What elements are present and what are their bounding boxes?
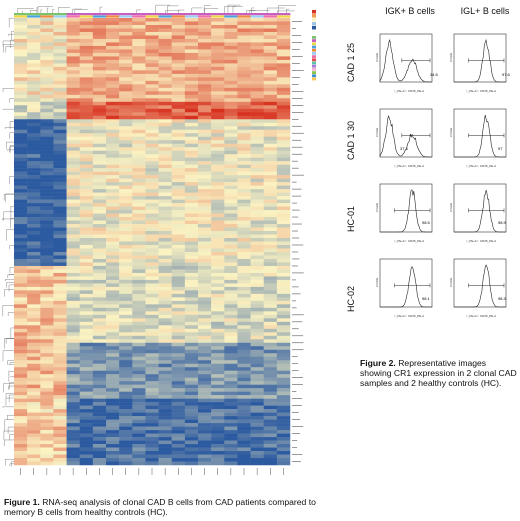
gate-value-4-2: 98.3	[498, 296, 507, 301]
y-axis-label-4-2: # Cells	[449, 277, 453, 287]
x-axis-label-1-2: <_PE-A>: CD35_PE-A	[466, 89, 496, 93]
x-axis-label-4-1: <_PE-A>: CD35_PE-A	[394, 314, 424, 318]
gate-value-2-1: 37.4	[400, 146, 409, 151]
histogram-panel-2-2	[453, 108, 507, 158]
figure-2-label: Figure 2.	[360, 358, 396, 368]
histogram-panel-2-1	[379, 108, 433, 158]
row-header-cad125: CAD 1 25	[346, 42, 356, 82]
rna-seq-heatmap	[1, 4, 316, 475]
x-axis-label-3-1: <_PE-A>: CD35_PE-A	[394, 239, 424, 243]
x-axis-label-2-2: <_PE-A>: CD35_PE-A	[466, 164, 496, 168]
y-axis-label-2-1: # Cells	[375, 127, 379, 137]
y-axis-label-2-2: # Cells	[449, 127, 453, 137]
y-axis-label-1-2: # Cells	[449, 52, 453, 62]
sample-annotation-bar	[14, 13, 291, 18]
y-axis-label-1-1: # Cells	[375, 52, 379, 62]
dendrogram-lines	[1, 4, 296, 467]
y-axis-label-4-1: # Cells	[375, 277, 379, 287]
histogram-panel-1-1	[379, 33, 433, 83]
histogram-panel-4-2	[453, 258, 507, 308]
gate-value-3-2: 98.9	[498, 220, 507, 225]
sample-label-marks	[20, 468, 284, 475]
gate-value-2-2: 97	[498, 146, 503, 151]
gene-label-marks	[292, 21, 304, 462]
gate-value-1-1: 34.5	[430, 72, 439, 77]
x-axis-label-4-2: <_PE-A>: CD35_PE-A	[466, 314, 496, 318]
row-header-hc01: HC-01	[346, 205, 356, 232]
y-axis-label-3-2: # Cells	[449, 202, 453, 212]
gate-value-4-1: 98.1	[422, 296, 431, 301]
x-axis-label-3-2: <_PE-A>: CD35_PE-A	[466, 239, 496, 243]
heatmap-legend	[312, 10, 316, 81]
figure-1-caption: Figure 1. RNA-seq analysis of clonal CAD…	[4, 497, 334, 517]
x-axis-label-2-1: <_PE-A>: CD35_PE-A	[394, 164, 424, 168]
figure-2-caption: Figure 2. Representative images showing …	[360, 358, 518, 388]
row-header-cad130: CAD 1 30	[346, 120, 356, 160]
histogram-panel-3-1	[379, 183, 433, 233]
figure-1-label: Figure 1.	[4, 497, 40, 507]
histogram-panel-3-2	[453, 183, 507, 233]
histogram-panel-4-1	[379, 258, 433, 308]
y-axis-label-3-1: # Cells	[375, 202, 379, 212]
histogram-panel-1-2	[453, 33, 507, 83]
row-header-hc02: HC-02	[346, 285, 356, 312]
heatmap-cells	[14, 18, 291, 466]
figure-2-text: Representative images showing CR1 expres…	[360, 358, 517, 388]
x-axis-label-1-1: <_PE-A>: CD35_PE-A	[394, 89, 424, 93]
column-header-igk: IGK+ B cells	[385, 6, 435, 16]
flow-cytometry-panels: 34.5 97.6 37.4 97 98.5 98.9 98.1 98.3 <_…	[375, 33, 511, 318]
column-header-igl: IGL+ B cells	[460, 6, 510, 16]
gate-value-3-1: 98.5	[422, 220, 431, 225]
gate-value-1-2: 97.6	[502, 72, 511, 77]
figure-1-text: RNA-seq analysis of clonal CAD B cells f…	[4, 497, 316, 517]
